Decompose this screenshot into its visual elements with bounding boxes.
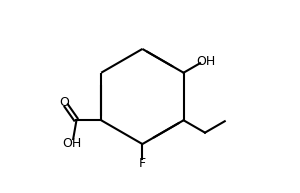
- Text: OH: OH: [196, 55, 215, 68]
- Text: O: O: [59, 96, 69, 109]
- Text: OH: OH: [63, 137, 82, 150]
- Text: F: F: [139, 157, 146, 170]
